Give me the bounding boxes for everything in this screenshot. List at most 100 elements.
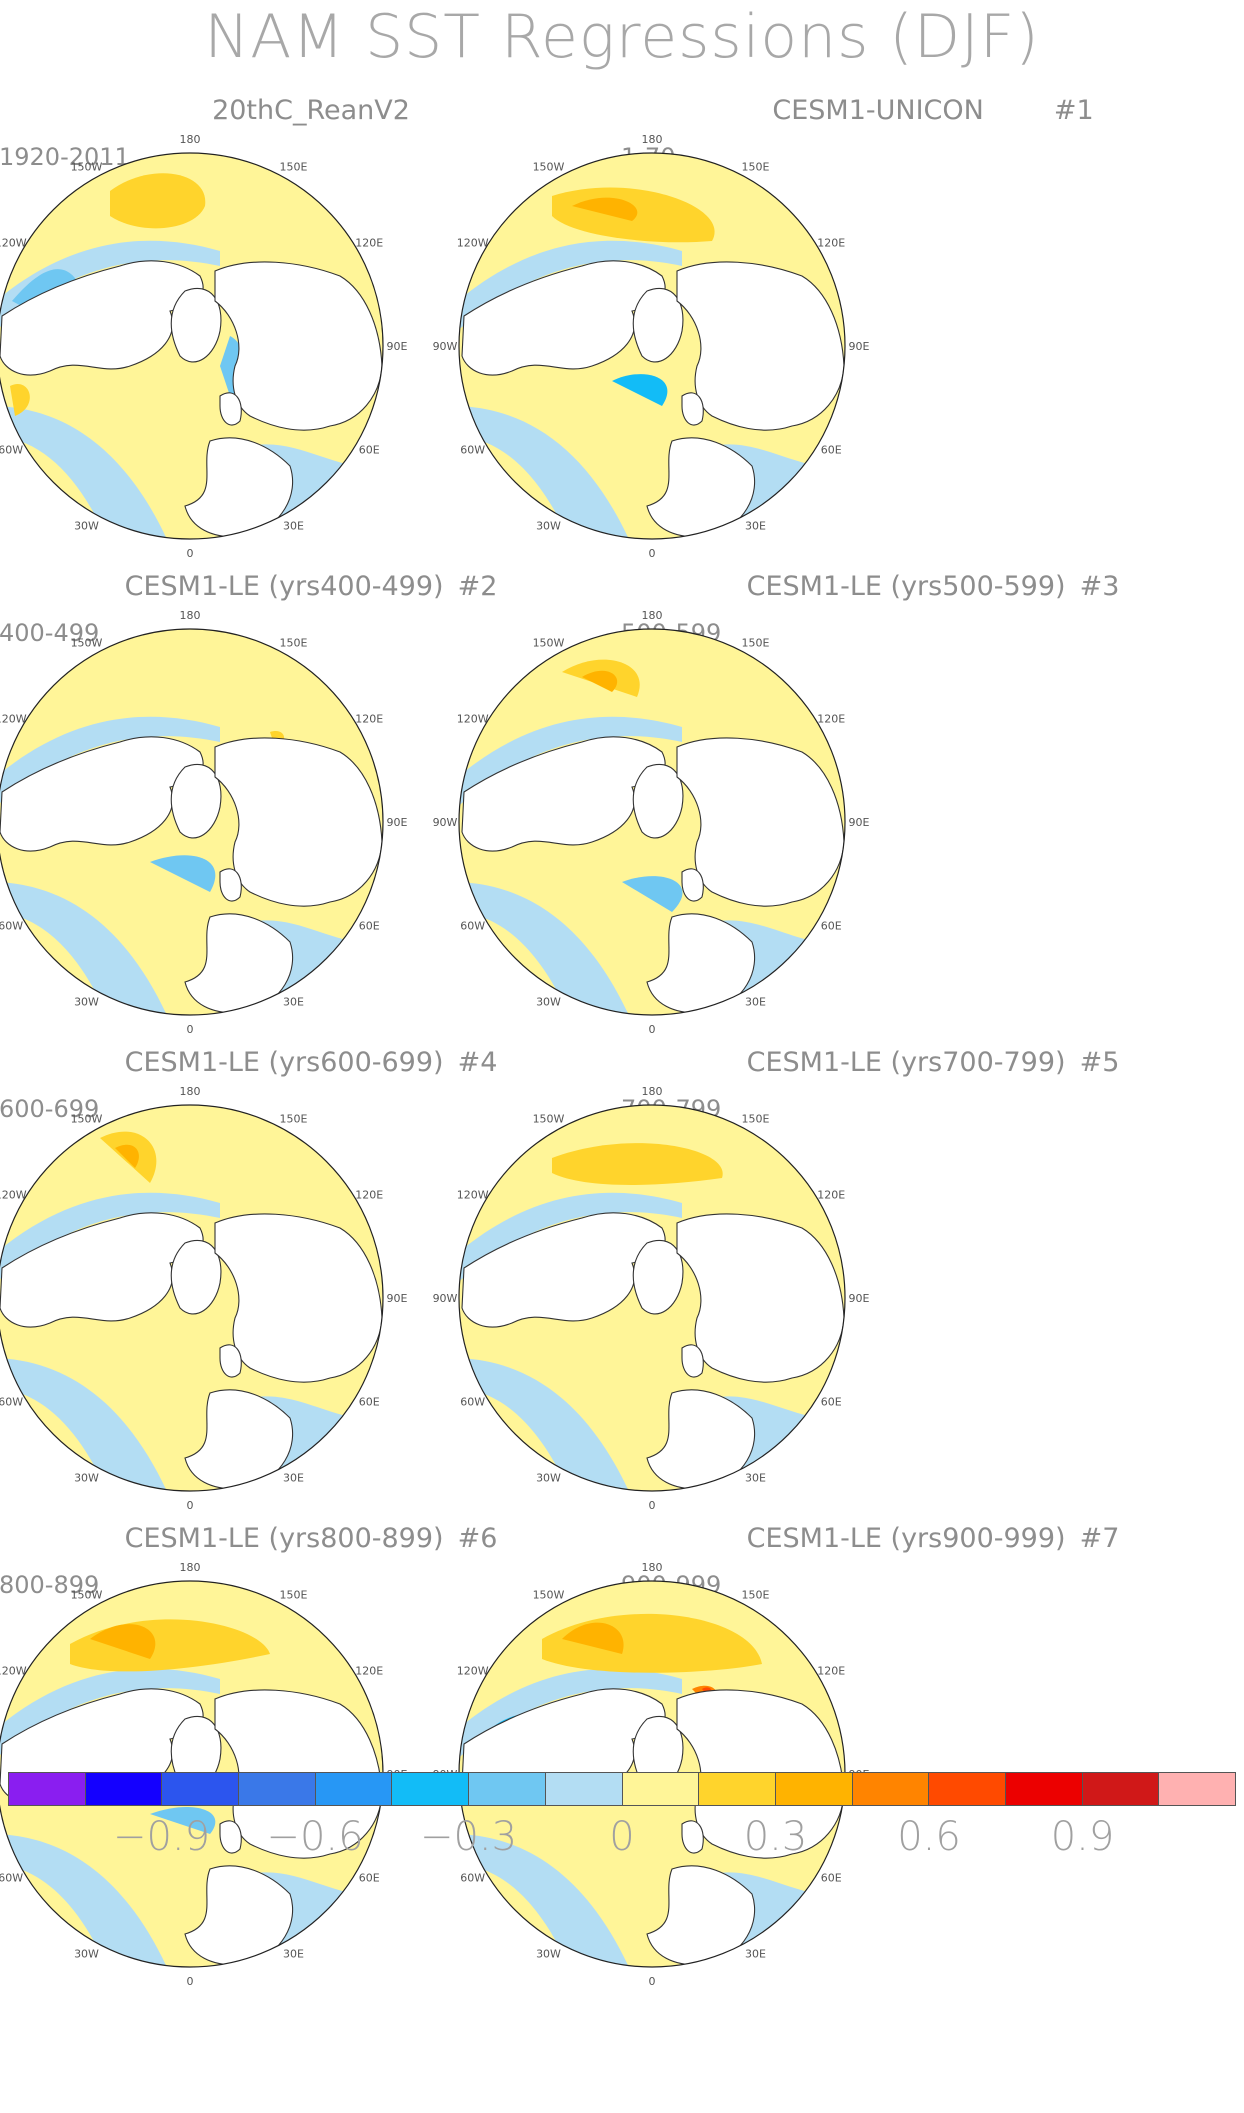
longitude-label: 180 [180, 1561, 201, 1574]
longitude-label: 150W [71, 1113, 103, 1126]
longitude-label: 0 [187, 1499, 194, 1512]
land-mass [682, 869, 703, 901]
longitude-label: 60W [0, 920, 23, 933]
colorbar-swatch [239, 1773, 316, 1805]
longitude-label: 30E [283, 995, 304, 1008]
longitude-label: 60E [359, 444, 380, 457]
longitude-label: 150E [742, 161, 770, 174]
longitude-label: 60E [359, 920, 380, 933]
longitude-label: 60W [460, 920, 485, 933]
longitude-label: 0 [649, 1023, 656, 1036]
longitude-label: 90E [849, 1292, 870, 1305]
land-mass [220, 869, 241, 901]
colorbar-tick-label: −0.9 [113, 1814, 210, 1860]
longitude-label: 60W [0, 1872, 23, 1885]
longitude-label: 120E [355, 1189, 383, 1202]
longitude-label: 120E [817, 1665, 845, 1678]
colorbar-tick-label: −0.3 [420, 1814, 517, 1860]
longitude-label: 60E [359, 1872, 380, 1885]
colorbar-tick-label: 0.3 [744, 1814, 808, 1860]
longitude-label: 120W [0, 1665, 27, 1678]
longitude-label: 150W [533, 161, 565, 174]
colorbar-swatch [162, 1773, 239, 1805]
land-mass [220, 393, 241, 425]
longitude-label: 120W [457, 1189, 489, 1202]
colorbar-swatch [86, 1773, 163, 1805]
longitude-label: 60E [821, 1396, 842, 1409]
polar-map: 180 150E 120E 90E 60E 30E 0 30W 60W 90W 120W 150W [622, 1528, 1244, 1988]
longitude-label: 60W [460, 444, 485, 457]
colorbar-swatch [316, 1773, 393, 1805]
polar-map: 180 150E 120E 90E 60E 30E 0 30W 60W 90W 120W 150W [622, 100, 1244, 560]
polar-map: 180 150E 120E 90E 60E 30E 0 30W 60W 90W 120W 150W [622, 1052, 1244, 1512]
colorbar-tick-label: −0.6 [266, 1814, 363, 1860]
longitude-label: 150E [280, 1589, 308, 1602]
longitude-label: 30W [74, 995, 99, 1008]
longitude-label: 30E [745, 995, 766, 1008]
page-title: NAM SST Regressions (DJF) [0, 4, 1244, 70]
longitude-label: 60W [460, 1396, 485, 1409]
land-mass [220, 1345, 241, 1377]
colorbar-tick-label: 0.9 [1051, 1814, 1115, 1860]
longitude-label: 120E [817, 237, 845, 250]
colorbar-swatch [1006, 1773, 1083, 1805]
land-mass [682, 393, 703, 425]
colorbar-swatch [776, 1773, 853, 1805]
longitude-label: 30W [536, 995, 561, 1008]
longitude-label: 30E [745, 519, 766, 532]
longitude-label: 60E [821, 1872, 842, 1885]
land-mass [682, 1821, 703, 1853]
longitude-label: 150W [533, 1589, 565, 1602]
colorbar-swatch [929, 1773, 1006, 1805]
longitude-label: 60E [359, 1396, 380, 1409]
longitude-label: 120W [0, 1189, 27, 1202]
colorbar-swatch [469, 1773, 546, 1805]
longitude-label: 0 [187, 1975, 194, 1988]
longitude-label: 60E [821, 444, 842, 457]
longitude-label: 180 [180, 1085, 201, 1098]
colorbar-tick-label: 0 [609, 1814, 634, 1860]
colorbar-swatch [392, 1773, 469, 1805]
longitude-label: 0 [649, 547, 656, 560]
longitude-label: 180 [642, 609, 663, 622]
longitude-label: 150E [280, 637, 308, 650]
longitude-label: 30W [74, 1947, 99, 1960]
longitude-label: 30W [536, 519, 561, 532]
longitude-label: 120E [355, 237, 383, 250]
longitude-label: 30E [283, 1947, 304, 1960]
longitude-label: 0 [649, 1499, 656, 1512]
longitude-label: 90E [849, 816, 870, 829]
longitude-label: 30E [745, 1947, 766, 1960]
colorbar-swatch [853, 1773, 930, 1805]
colorbar-swatch [1083, 1773, 1160, 1805]
map-panel-p3: CESM1-LE (yrs500-599)#3500-599180150E120… [622, 576, 1244, 1036]
longitude-label: 120W [457, 1665, 489, 1678]
longitude-label: 90W [433, 340, 458, 353]
longitude-label: 30W [536, 1947, 561, 1960]
longitude-label: 150W [71, 161, 103, 174]
longitude-label: 120W [0, 713, 27, 726]
longitude-label: 30E [745, 1471, 766, 1484]
longitude-label: 60E [821, 920, 842, 933]
longitude-label: 60W [0, 444, 23, 457]
longitude-label: 90E [387, 816, 408, 829]
longitude-label: 90W [433, 1292, 458, 1305]
longitude-label: 120E [817, 1189, 845, 1202]
longitude-label: 0 [649, 1975, 656, 1988]
longitude-label: 30E [283, 1471, 304, 1484]
longitude-label: 180 [180, 133, 201, 146]
longitude-label: 150W [71, 1589, 103, 1602]
longitude-label: 150E [280, 161, 308, 174]
polar-map: 180 150E 120E 90E 60E 30E 0 30W 60W 90W 120W 150W [622, 576, 1244, 1036]
map-panel-p7: CESM1-LE (yrs900-999)#7900-999180150E120… [622, 1528, 1244, 1988]
colorbar-swatch [1159, 1773, 1235, 1805]
longitude-label: 30W [74, 519, 99, 532]
longitude-label: 90E [849, 340, 870, 353]
longitude-label: 180 [642, 1085, 663, 1098]
longitude-label: 120E [355, 713, 383, 726]
longitude-label: 30W [536, 1471, 561, 1484]
longitude-label: 0 [187, 1023, 194, 1036]
longitude-label: 30W [74, 1471, 99, 1484]
longitude-label: 150E [742, 1113, 770, 1126]
map-panel-p5: CESM1-LE (yrs700-799)#5700-799180150E120… [622, 1052, 1244, 1512]
